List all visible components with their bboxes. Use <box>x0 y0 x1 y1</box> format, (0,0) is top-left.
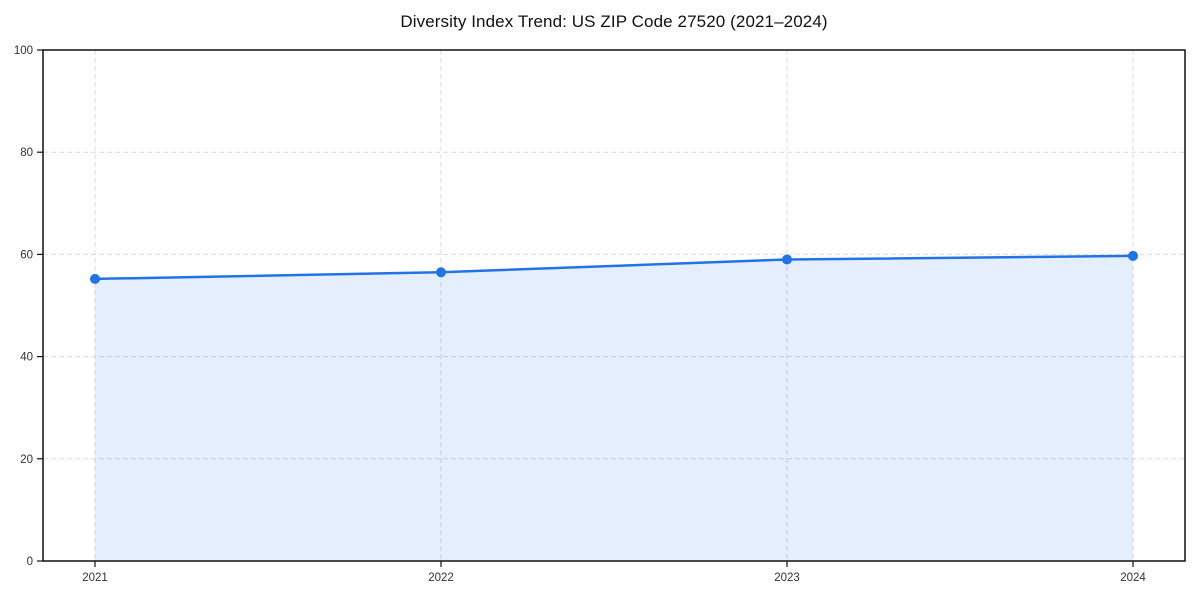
y-axis-tick-label: 0 <box>27 556 33 568</box>
chart-title: Diversity Index Trend: US ZIP Code 27520… <box>400 12 828 31</box>
area-fill <box>95 255 1133 562</box>
y-axis-tick-label: 40 <box>20 352 33 364</box>
axes-spines <box>42 49 1186 562</box>
data-point-2024 <box>1128 250 1138 261</box>
y-axis-tick-label: 100 <box>14 45 33 57</box>
y-axis-tick-label: 80 <box>20 147 33 159</box>
y-axis-tick-label: 20 <box>20 454 33 466</box>
y-axis-tick-label: 60 <box>20 249 33 261</box>
x-axis-tick-label: 2024 <box>1120 572 1146 584</box>
data-point-2021 <box>90 273 100 284</box>
data-point-2022 <box>436 267 446 278</box>
data-point-2023 <box>782 254 792 265</box>
trend-line <box>93 254 1135 281</box>
x-axis-tick-label: 2023 <box>774 572 800 584</box>
x-axis-tick-label: 2022 <box>428 572 454 584</box>
x-axis-tick-label: 2021 <box>82 572 108 584</box>
